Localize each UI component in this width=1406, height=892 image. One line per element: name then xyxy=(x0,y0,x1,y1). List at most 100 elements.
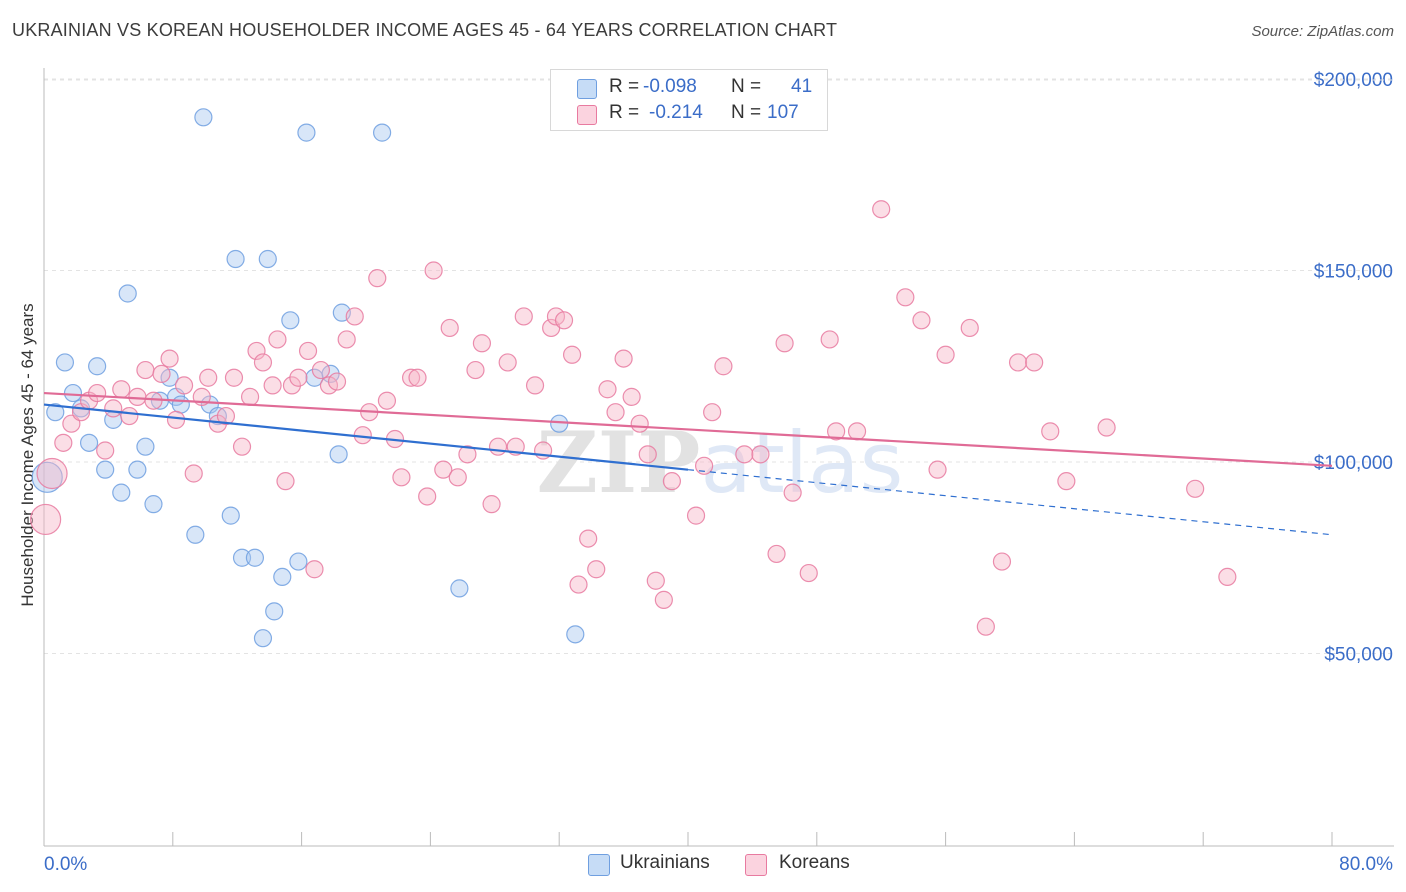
point-koreans xyxy=(128,387,147,406)
point-koreans xyxy=(498,353,517,372)
point-koreans xyxy=(976,617,995,636)
point-koreans xyxy=(767,544,786,564)
point-koreans xyxy=(54,433,73,452)
chart-title: UKRAINIAN VS KOREAN HOUSEHOLDER INCOME A… xyxy=(12,20,838,40)
point-koreans xyxy=(751,445,770,464)
legend-n-label: N = xyxy=(731,76,762,97)
point-ukrainians xyxy=(265,602,284,621)
point-koreans xyxy=(638,445,657,464)
point-koreans xyxy=(514,307,533,326)
legend-swatch-ukrainians xyxy=(577,79,597,99)
point-koreans xyxy=(775,334,794,353)
point-ukrainians xyxy=(232,548,252,567)
point-koreans xyxy=(104,399,123,418)
y-tick-label: $50,000 xyxy=(1324,645,1393,666)
point-koreans xyxy=(912,311,931,330)
trendline-koreans xyxy=(43,391,1333,467)
point-ukrainians xyxy=(226,249,245,269)
point-koreans xyxy=(587,560,606,579)
point-koreans xyxy=(96,441,115,460)
point-koreans xyxy=(654,590,673,609)
point-koreans xyxy=(606,403,625,422)
x-tick-label: 80.0% xyxy=(1339,854,1393,875)
point-koreans xyxy=(240,387,260,406)
point-koreans xyxy=(598,380,617,399)
point-ukrainians xyxy=(373,123,392,142)
point-ukrainians xyxy=(281,311,300,330)
point-ukrainians xyxy=(194,108,213,127)
point-koreans xyxy=(466,360,485,380)
point-koreans xyxy=(488,437,508,456)
point-koreans xyxy=(418,487,437,506)
point-ukrainians xyxy=(136,437,155,456)
point-koreans xyxy=(896,288,915,307)
legend-swatch-koreans xyxy=(577,105,597,125)
point-koreans xyxy=(936,345,955,364)
point-koreans xyxy=(482,495,501,514)
point-koreans xyxy=(799,563,818,583)
point-koreans xyxy=(160,349,179,368)
point-koreans xyxy=(268,330,287,349)
point-koreans xyxy=(401,368,421,387)
point-koreans xyxy=(408,368,427,387)
point-koreans xyxy=(377,391,397,410)
legend-r-value: -0.098 xyxy=(643,76,697,97)
point-ukrainians xyxy=(450,579,469,598)
point-ukrainians xyxy=(186,525,205,544)
point-ukrainians xyxy=(171,395,190,414)
point-koreans xyxy=(1057,472,1076,491)
point-koreans xyxy=(174,376,194,395)
point-koreans xyxy=(614,349,633,368)
trendline-extension-ukrainians xyxy=(687,469,1333,536)
legend-r-value: -0.214 xyxy=(649,102,703,123)
point-koreans xyxy=(847,422,867,441)
point-koreans xyxy=(622,387,641,406)
point-koreans xyxy=(1041,422,1060,441)
point-ukrainians xyxy=(258,249,277,269)
point-koreans xyxy=(199,368,218,387)
point-koreans xyxy=(662,472,682,491)
point-ukrainians xyxy=(289,552,308,571)
point-koreans xyxy=(392,468,411,487)
legend-n-value: 107 xyxy=(767,102,799,123)
legend-label-ukrainians: Ukrainians xyxy=(620,852,710,873)
point-koreans xyxy=(112,380,131,399)
point-koreans xyxy=(30,503,62,536)
point-koreans xyxy=(827,422,846,441)
point-koreans xyxy=(1097,418,1116,437)
point-ukrainians xyxy=(63,383,83,403)
legend-r-label: R = xyxy=(609,102,640,123)
point-ukrainians xyxy=(112,483,131,502)
point-ukrainians xyxy=(79,433,99,452)
point-ukrainians xyxy=(46,403,65,422)
legend-swatch-koreans xyxy=(745,854,767,876)
legend-n-value: 41 xyxy=(791,76,813,97)
point-koreans xyxy=(166,410,186,429)
point-ukrainians xyxy=(144,495,163,514)
point-koreans xyxy=(424,261,443,280)
point-koreans xyxy=(960,318,979,338)
point-koreans xyxy=(714,357,733,376)
point-koreans xyxy=(820,330,839,349)
point-ukrainians xyxy=(566,625,585,644)
point-koreans xyxy=(224,368,244,387)
point-koreans xyxy=(434,460,453,479)
point-koreans xyxy=(630,414,649,433)
point-ukrainians xyxy=(245,548,265,567)
trendline-ukrainians xyxy=(43,403,689,471)
point-koreans xyxy=(289,368,308,387)
point-koreans xyxy=(1025,353,1044,372)
point-koreans xyxy=(554,311,574,330)
point-ukrainians xyxy=(118,284,137,303)
point-koreans xyxy=(144,391,163,410)
point-koreans xyxy=(579,529,598,548)
point-ukrainians xyxy=(221,506,240,525)
point-koreans xyxy=(345,307,364,326)
point-ukrainians xyxy=(253,629,273,648)
point-koreans xyxy=(872,200,891,219)
point-koreans xyxy=(136,360,155,380)
point-koreans xyxy=(88,383,107,403)
legend-n-label: N = xyxy=(731,102,762,123)
legend-label-koreans: Koreans xyxy=(779,852,850,873)
